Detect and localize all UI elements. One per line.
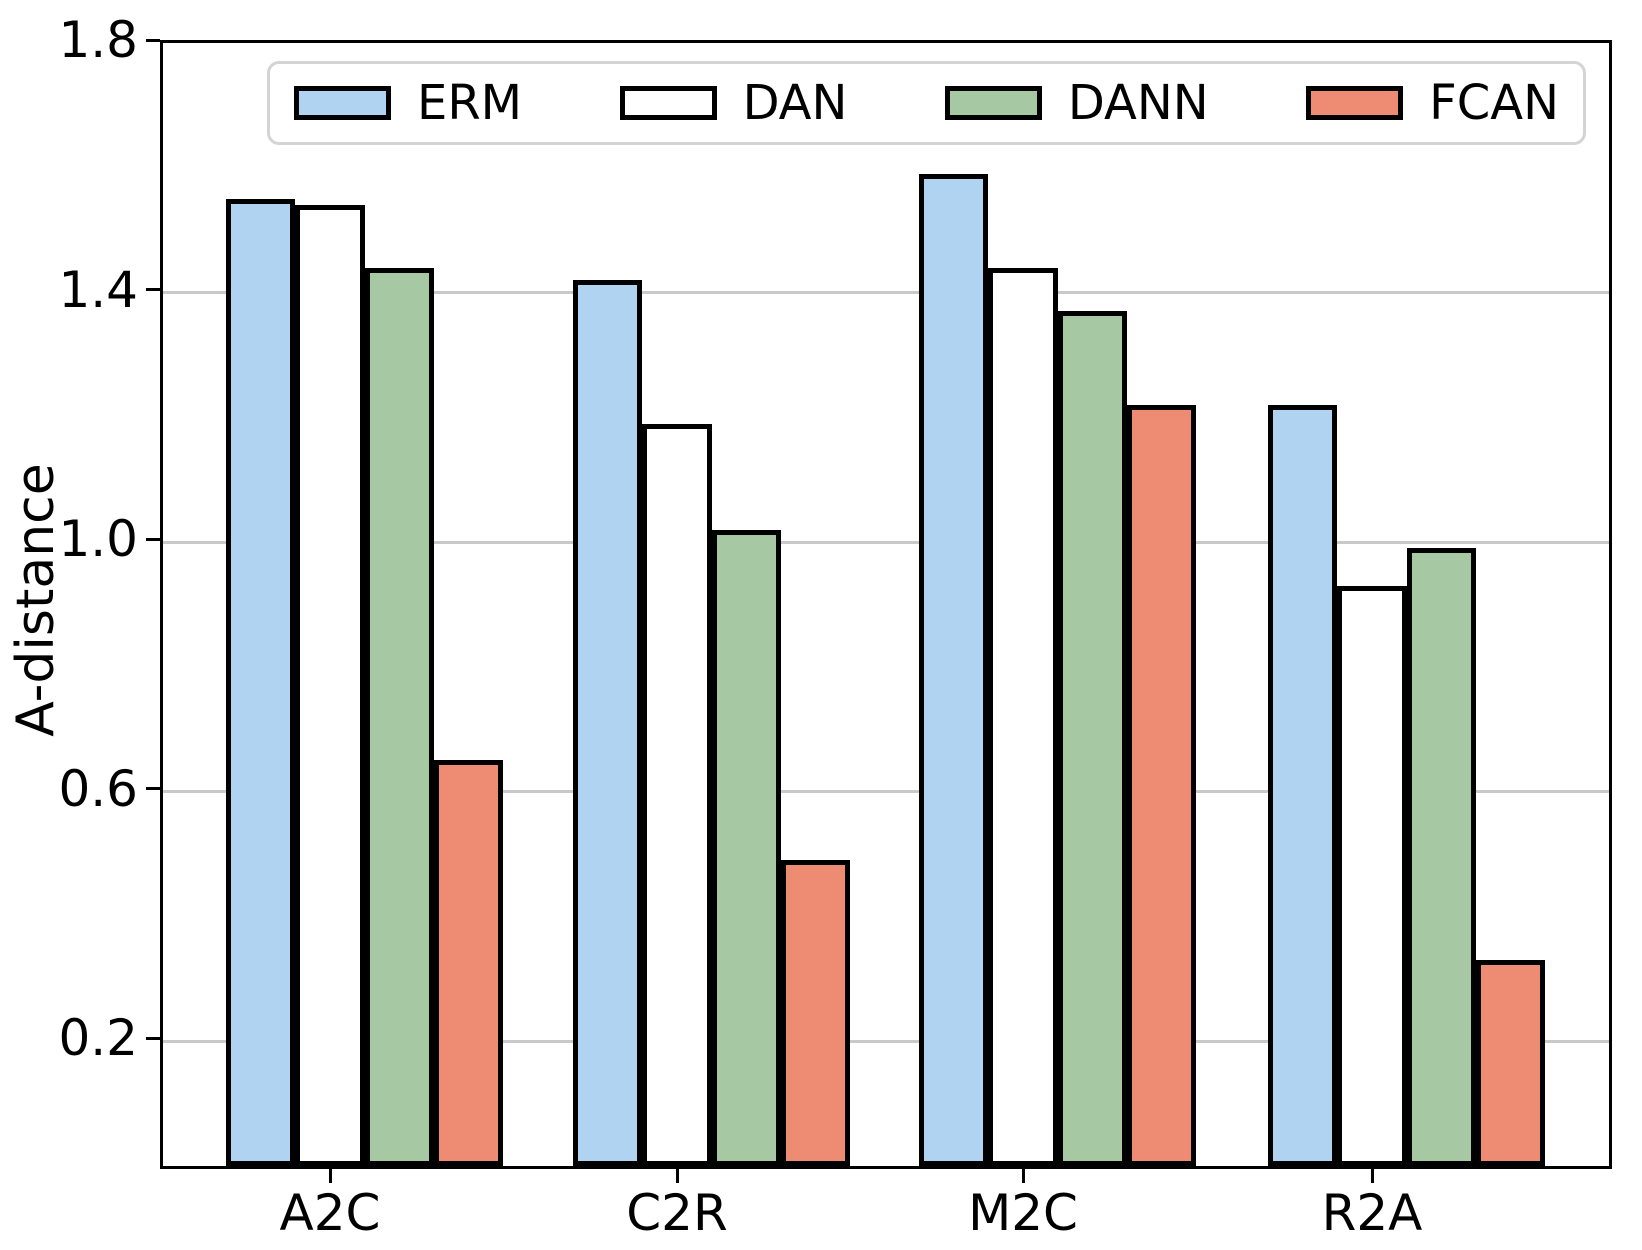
legend: ERM DAN DANN FCAN [267, 61, 1586, 145]
x-tick-label: A2C [279, 1184, 381, 1242]
bar-erm-a2c [225, 198, 296, 1166]
x-tick-label: M2C [968, 1184, 1078, 1242]
bar-dann-r2a [1406, 548, 1477, 1166]
y-tick-label: 1.0 [58, 510, 138, 569]
bar-dann-c2r [711, 529, 782, 1166]
gridline [163, 790, 1609, 794]
gridline [163, 540, 1609, 544]
bar-dan-m2c [988, 267, 1058, 1166]
legend-label-dan: DAN [742, 75, 848, 131]
x-tick-label: R2A [1321, 1184, 1423, 1242]
legend-item-fcan: FCAN [1306, 75, 1559, 131]
legend-label-erm: ERM [417, 75, 523, 131]
y-tick-mark [146, 288, 160, 292]
gridline [163, 291, 1609, 295]
legend-item-dann: DANN [944, 75, 1209, 131]
bar-dann-m2c [1057, 311, 1128, 1166]
bar-fcan-m2c [1127, 404, 1197, 1166]
x-tick-label: C2R [626, 1184, 728, 1242]
y-tick-mark [146, 38, 160, 42]
y-tick-label: 0.6 [58, 759, 138, 818]
y-tick-label: 1.8 [58, 11, 138, 69]
y-tick-mark [146, 537, 160, 541]
x-tick-mark [1370, 1169, 1374, 1183]
legend-swatch-dann [944, 86, 1042, 120]
bar-erm-c2r [572, 280, 643, 1166]
y-tick-mark [146, 787, 160, 791]
y-tick-mark [146, 1036, 160, 1040]
x-tick-mark [675, 1169, 679, 1183]
x-tick-mark [1021, 1169, 1025, 1183]
bar-dann-a2c [364, 267, 435, 1166]
bar-dan-r2a [1337, 585, 1407, 1166]
y-tick-label: 0.2 [58, 1009, 138, 1068]
bar-dan-c2r [642, 423, 712, 1166]
y-axis-label: A-distance [6, 463, 66, 737]
legend-swatch-fcan [1306, 86, 1404, 120]
legend-item-dan: DAN [619, 75, 848, 131]
bar-erm-r2a [1267, 404, 1338, 1166]
bar-erm-m2c [918, 174, 989, 1166]
bar-dan-a2c [295, 205, 365, 1166]
y-tick-label: 1.4 [58, 260, 138, 319]
legend-swatch-erm [294, 86, 391, 120]
legend-swatch-dan [619, 86, 717, 120]
legend-item-erm: ERM [294, 75, 522, 131]
bar-fcan-r2a [1476, 960, 1546, 1166]
legend-label-fcan: FCAN [1429, 75, 1559, 131]
plot-area [160, 40, 1612, 1169]
legend-label-dann: DANN [1067, 75, 1209, 131]
x-tick-mark [328, 1169, 332, 1183]
gridline [163, 1039, 1609, 1043]
bar-fcan-c2r [781, 860, 851, 1166]
bar-fcan-a2c [434, 760, 504, 1166]
